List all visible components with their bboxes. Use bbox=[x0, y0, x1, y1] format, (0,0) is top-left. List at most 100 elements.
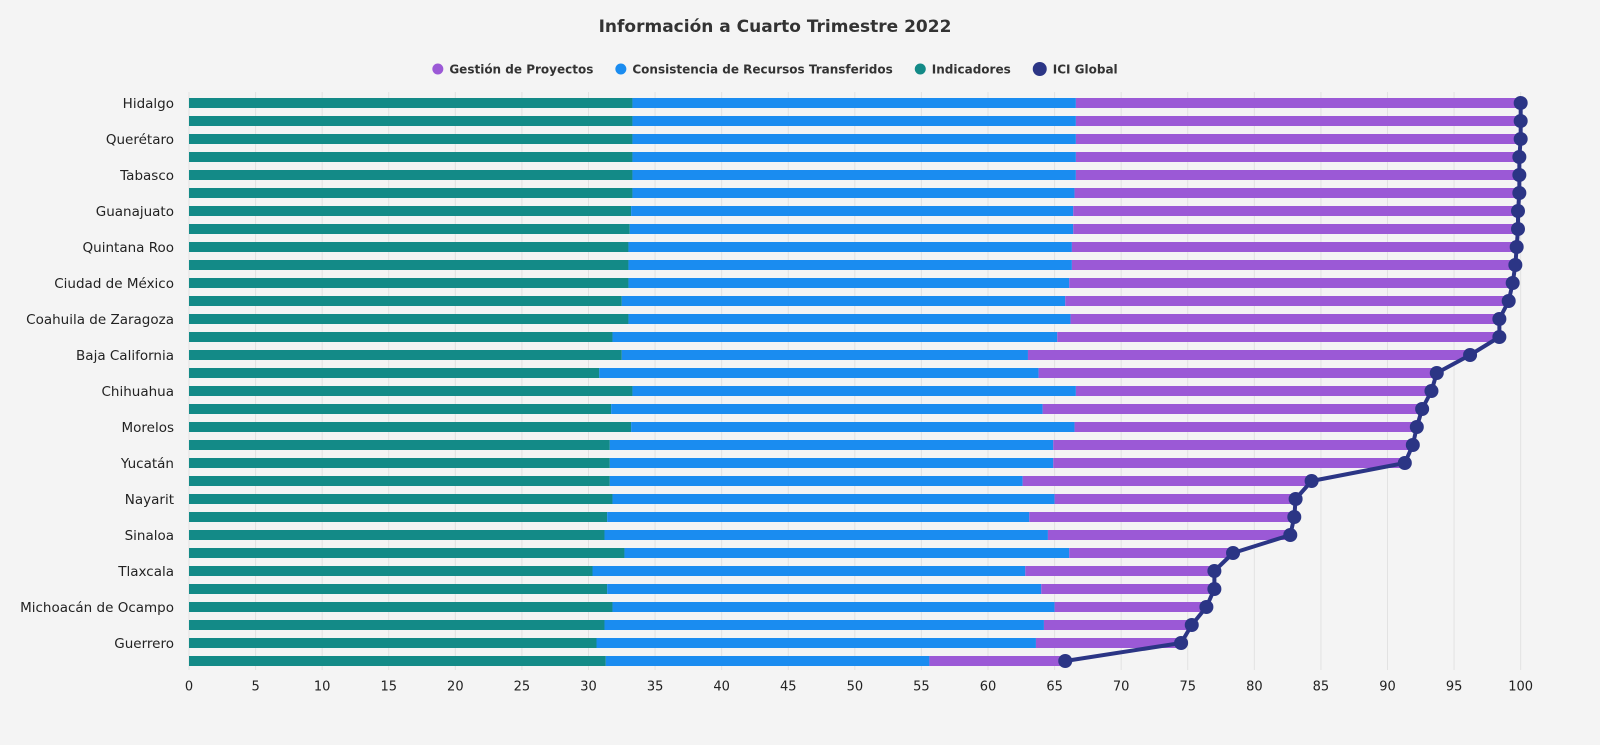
bar-segment bbox=[1075, 170, 1520, 180]
line-point bbox=[1288, 492, 1303, 506]
bar-segment bbox=[189, 656, 606, 666]
line-point bbox=[1174, 636, 1189, 650]
bar-segment bbox=[1053, 458, 1405, 468]
bar-segment bbox=[189, 332, 613, 342]
bar-segment bbox=[189, 350, 622, 360]
bar-segment bbox=[189, 584, 608, 594]
line-point bbox=[1512, 150, 1527, 164]
bar-segment bbox=[1065, 296, 1509, 306]
bar-segment bbox=[1035, 638, 1182, 648]
bar-segment bbox=[189, 476, 610, 486]
bar-segment bbox=[1075, 152, 1520, 162]
bar-segment bbox=[1073, 206, 1519, 216]
y-tick-label: Tlaxcala bbox=[117, 564, 174, 580]
bar-segment bbox=[189, 404, 612, 414]
line-point bbox=[1184, 618, 1199, 632]
bar-segment bbox=[628, 314, 1071, 324]
bar-segment bbox=[1069, 278, 1513, 288]
line-point bbox=[1207, 582, 1222, 596]
y-tick-label: Nayarit bbox=[125, 492, 174, 508]
x-tick-label: 35 bbox=[647, 680, 664, 695]
bar-segment bbox=[628, 278, 1070, 288]
bar-segment bbox=[189, 98, 633, 108]
bar-segment bbox=[189, 170, 633, 180]
bar-segment bbox=[632, 134, 1076, 144]
bar-segment bbox=[1053, 440, 1413, 450]
bar-segment bbox=[189, 296, 622, 306]
bar-segment bbox=[1075, 98, 1521, 108]
bar-segment bbox=[1075, 116, 1521, 126]
x-tick-label: 15 bbox=[380, 680, 397, 695]
bar-segment bbox=[189, 134, 633, 144]
bar-segment bbox=[1025, 566, 1215, 576]
y-tick-label: Chihuahua bbox=[101, 384, 174, 400]
line-point bbox=[1492, 330, 1507, 344]
line-point bbox=[1207, 564, 1222, 578]
y-tick-label: Baja California bbox=[76, 348, 174, 364]
legend-label: ICI Global bbox=[1053, 63, 1118, 77]
legend-label: Consistencia de Recursos Transferidos bbox=[632, 63, 892, 77]
bar-segment bbox=[1074, 422, 1417, 432]
line-point bbox=[1511, 222, 1526, 236]
x-tick-label: 95 bbox=[1446, 680, 1463, 695]
x-tick-label: 20 bbox=[447, 680, 464, 695]
line-point bbox=[1513, 132, 1528, 146]
bar-segment bbox=[189, 386, 633, 396]
bar-segment bbox=[1027, 350, 1471, 360]
y-tick-label: Yucatán bbox=[120, 456, 174, 472]
bar-segment bbox=[189, 440, 610, 450]
y-tick-label: Tabasco bbox=[119, 168, 174, 184]
bar-segment bbox=[1075, 386, 1432, 396]
line-point bbox=[1508, 258, 1523, 272]
line-point bbox=[1283, 528, 1298, 542]
bar-segment bbox=[1071, 260, 1516, 270]
bar-segment bbox=[189, 458, 610, 468]
bar-segment bbox=[189, 638, 597, 648]
x-tick-label: 0 bbox=[185, 680, 193, 695]
bar-segment bbox=[1042, 404, 1423, 414]
y-tick-label: Morelos bbox=[121, 420, 174, 436]
legend-marker bbox=[914, 63, 926, 75]
x-tick-label: 90 bbox=[1379, 680, 1396, 695]
bar-segment bbox=[189, 206, 632, 216]
bar-segment bbox=[612, 332, 1058, 342]
bar-segment bbox=[1071, 242, 1517, 252]
bar-segment bbox=[605, 656, 930, 666]
bar-segment bbox=[607, 584, 1042, 594]
bar-segment bbox=[929, 656, 1066, 666]
bar-segment bbox=[592, 566, 1026, 576]
line-point bbox=[1199, 600, 1214, 614]
bar-segment bbox=[1073, 224, 1519, 234]
line-point bbox=[1429, 366, 1444, 380]
x-tick-label: 50 bbox=[847, 680, 864, 695]
legend-marker bbox=[432, 63, 444, 75]
bar-segment bbox=[1022, 476, 1312, 486]
bar-segment bbox=[609, 476, 1023, 486]
bar-segment bbox=[1057, 332, 1500, 342]
bar-segment bbox=[189, 548, 625, 558]
bar-segment bbox=[632, 152, 1076, 162]
line-point bbox=[1512, 168, 1527, 182]
bar-segment bbox=[1074, 188, 1520, 198]
bar-segment bbox=[1029, 512, 1295, 522]
x-tick-label: 55 bbox=[913, 680, 930, 695]
legend: Gestión de Proyectos Consistencia de Recu… bbox=[432, 62, 1118, 77]
legend-marker bbox=[615, 63, 627, 75]
bar-segment bbox=[604, 530, 1048, 540]
line-point bbox=[1397, 456, 1412, 470]
bar-segment bbox=[599, 368, 1039, 378]
y-tick-label: Querétaro bbox=[106, 132, 174, 148]
bar-segment bbox=[612, 602, 1055, 612]
line-point bbox=[1287, 510, 1302, 524]
x-tick-label: 100 bbox=[1508, 680, 1533, 695]
x-tick-label: 85 bbox=[1313, 680, 1330, 695]
legend-label: Gestión de Proyectos bbox=[449, 63, 593, 77]
line-point bbox=[1509, 240, 1524, 254]
y-tick-label: Guanajuato bbox=[96, 204, 174, 220]
line-point bbox=[1409, 420, 1424, 434]
bar-segment bbox=[189, 512, 608, 522]
bar-segment bbox=[189, 368, 600, 378]
bar-segment bbox=[1075, 134, 1521, 144]
bar-segment bbox=[628, 242, 1072, 252]
line-point bbox=[1058, 654, 1073, 668]
